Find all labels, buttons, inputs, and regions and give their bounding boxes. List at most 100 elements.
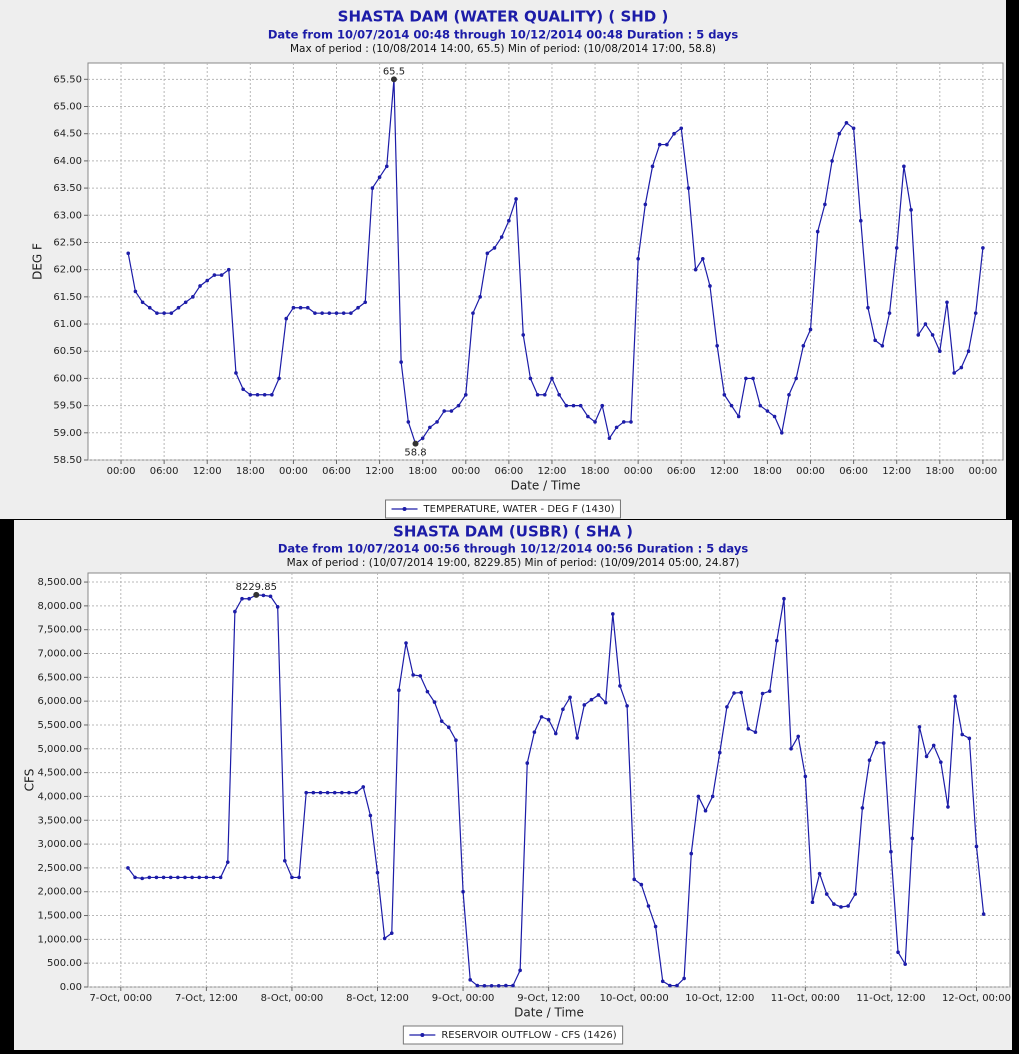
- y-tick-label: 2,000.00: [37, 887, 82, 898]
- annotation-marker: [412, 440, 419, 447]
- data-point: [939, 760, 943, 764]
- data-point: [399, 360, 403, 364]
- data-point: [974, 844, 979, 849]
- y-axis-label: DEG F: [31, 243, 45, 280]
- data-point: [725, 705, 729, 709]
- data-point: [571, 403, 576, 408]
- y-tick-label: 59.00: [53, 428, 82, 439]
- data-point: [636, 256, 640, 261]
- data-point: [354, 790, 358, 795]
- data-point: [660, 979, 665, 984]
- data-point: [917, 725, 922, 729]
- data-point: [305, 305, 310, 310]
- x-tick-label: 12:00: [193, 466, 222, 477]
- data-point: [796, 734, 801, 739]
- data-point: [247, 596, 251, 601]
- data-point: [568, 695, 572, 700]
- data-point: [291, 305, 296, 310]
- data-point: [126, 251, 131, 256]
- data-point: [439, 719, 444, 723]
- data-point: [832, 902, 836, 906]
- y-tick-label: 61.00: [53, 319, 82, 330]
- y-tick-label: 7,000.00: [37, 649, 82, 660]
- data-point: [147, 875, 152, 880]
- data-point: [482, 984, 487, 988]
- y-tick-label: 60.50: [53, 346, 82, 357]
- data-point: [611, 612, 615, 616]
- data-point: [689, 851, 694, 856]
- data-point: [320, 311, 324, 315]
- data-point: [903, 962, 907, 966]
- x-tick-label: 7-Oct, 00:00: [89, 993, 152, 1004]
- data-point: [456, 403, 461, 408]
- y-tick-label: 7,500.00: [37, 625, 82, 636]
- legend-marker: [402, 507, 407, 511]
- data-point: [846, 904, 850, 908]
- data-point: [803, 774, 808, 779]
- data-point: [218, 875, 223, 880]
- y-tick-label: 5,500.00: [37, 720, 82, 731]
- data-point: [504, 983, 508, 988]
- data-point: [710, 794, 715, 799]
- data-point: [923, 322, 928, 326]
- data-point: [211, 875, 216, 880]
- data-point: [435, 420, 439, 424]
- data-point: [363, 300, 368, 305]
- data-point: [815, 229, 820, 234]
- x-tick-label: 00:00: [451, 466, 480, 477]
- x-tick-label: 11-Oct, 12:00: [856, 993, 925, 1004]
- chart-subtitle: Date from 10/07/2014 00:48 through 10/12…: [268, 28, 739, 42]
- data-point: [406, 420, 411, 424]
- data-point: [535, 392, 540, 397]
- data-point: [625, 704, 629, 708]
- data-point: [447, 725, 451, 730]
- data-point: [485, 251, 490, 256]
- data-point: [607, 436, 612, 441]
- data-point: [945, 300, 949, 305]
- data-point: [593, 420, 597, 424]
- data-point: [600, 403, 605, 408]
- data-point: [169, 311, 174, 315]
- data-point: [550, 376, 554, 381]
- data-point: [191, 295, 195, 299]
- y-tick-label: 60.00: [53, 373, 82, 384]
- data-point: [492, 246, 497, 250]
- data-point: [449, 409, 454, 413]
- data-point: [298, 305, 303, 310]
- legend-box: [385, 499, 621, 519]
- data-point: [916, 333, 921, 337]
- data-point: [902, 164, 906, 169]
- data-point: [411, 673, 415, 677]
- period-note: Max of period : (10/07/2014 19:00, 8229.…: [287, 557, 740, 569]
- plot-area: [87, 62, 1004, 461]
- data-point: [368, 813, 373, 818]
- data-point: [463, 392, 468, 397]
- data-point: [789, 746, 793, 751]
- data-point: [297, 875, 301, 880]
- data-point: [675, 983, 679, 988]
- data-point: [521, 333, 526, 337]
- data-point: [546, 717, 551, 722]
- x-tick-label: 18:00: [236, 466, 265, 477]
- y-tick-label: 8,500.00: [37, 577, 82, 588]
- y-tick-label: 500.00: [47, 958, 82, 969]
- data-point: [304, 790, 308, 795]
- data-point: [542, 392, 547, 397]
- data-point: [909, 208, 913, 212]
- data-point: [668, 983, 672, 988]
- data-point: [318, 790, 323, 795]
- data-point: [161, 875, 166, 880]
- x-tick-label: 9-Oct, 00:00: [432, 993, 495, 1004]
- data-point: [639, 882, 644, 887]
- x-tick-label: 00:00: [279, 466, 308, 477]
- data-point: [732, 691, 736, 695]
- data-point: [147, 305, 152, 310]
- data-point: [896, 950, 900, 955]
- data-point: [382, 936, 387, 941]
- data-point: [686, 186, 691, 190]
- data-point: [205, 278, 210, 283]
- x-tick-label: 06:00: [494, 466, 523, 477]
- data-point: [650, 164, 655, 169]
- data-point: [717, 750, 722, 755]
